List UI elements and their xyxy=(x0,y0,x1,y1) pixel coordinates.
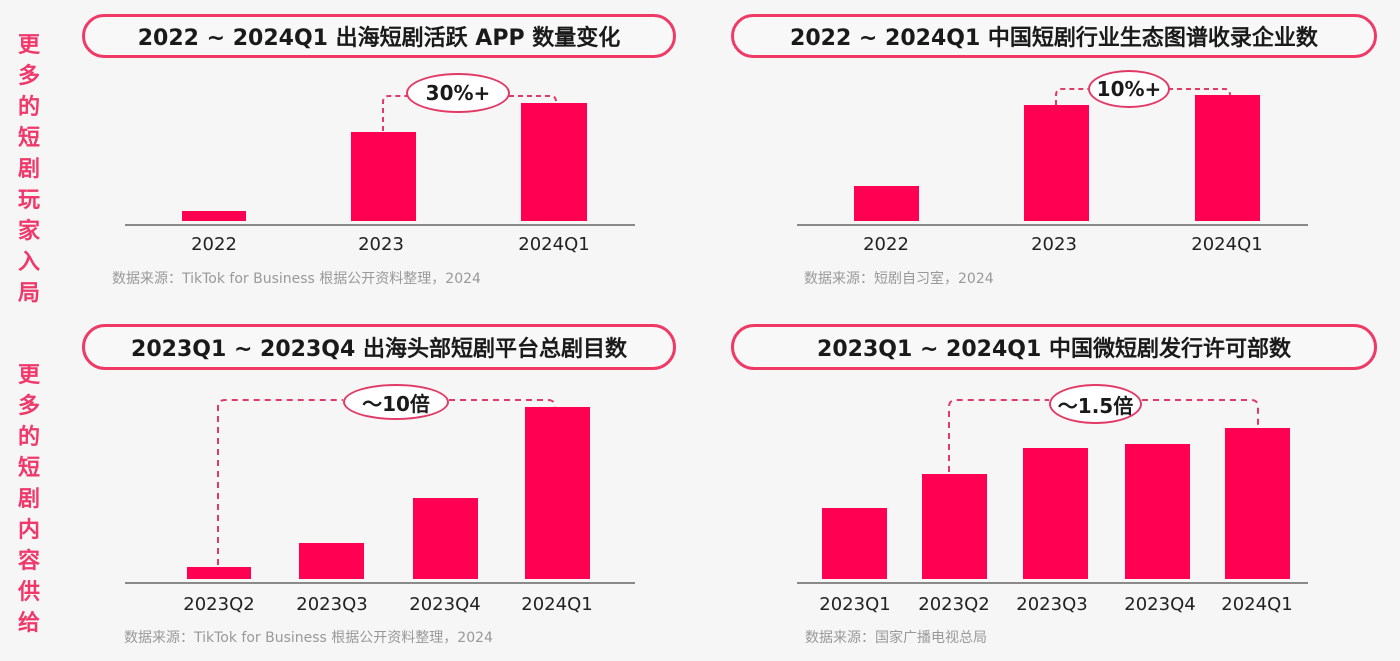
x-label: 2023 xyxy=(358,234,404,255)
data-source: 数据来源：TikTok for Business 根据公开资料整理，2024 xyxy=(124,630,493,646)
bar-2024q1 xyxy=(1225,428,1290,579)
x-axis xyxy=(125,224,635,226)
side-label-char: 更 xyxy=(17,33,40,58)
x-label: 2023Q3 xyxy=(1016,594,1088,615)
x-label: 2023Q3 xyxy=(296,594,368,615)
x-label: 2022 xyxy=(863,234,909,255)
bar-2023q1 xyxy=(822,508,887,579)
x-axis xyxy=(797,582,1308,584)
x-label: 2024Q1 xyxy=(1221,594,1293,615)
growth-badge: 10%+ xyxy=(1088,70,1170,108)
side-label-char: 容 xyxy=(17,549,40,574)
bar-2022 xyxy=(182,211,246,221)
side-label-char: 多 xyxy=(17,64,40,89)
x-label: 2023Q4 xyxy=(1124,594,1196,615)
data-source: 数据来源：国家广播电视总局 xyxy=(805,630,987,646)
side-label-char: 玩 xyxy=(17,188,40,213)
growth-connector xyxy=(217,399,556,565)
x-label: 2023Q2 xyxy=(183,594,255,615)
bar-2023q4 xyxy=(413,498,478,579)
chart-panel-platform-titles: 2023Q1 ~ 2023Q4 出海头部短剧平台总剧目数 ～10倍 2023Q2… xyxy=(82,324,676,646)
data-source: 数据来源：TikTok for Business 根据公开资料整理，2024 xyxy=(112,271,481,287)
x-label: 2023Q4 xyxy=(409,594,481,615)
side-label-char: 多 xyxy=(17,394,40,419)
side-label-players: 更多的短剧玩家入局 xyxy=(14,32,44,311)
side-label-char: 供 xyxy=(17,580,40,605)
chart-panel-active-apps: 2022 ~ 2024Q1 出海短剧活跃 APP 数量变化 30%+ 2022 … xyxy=(0,0,700,320)
side-label-char: 剧 xyxy=(17,487,40,512)
growth-badge: ～10倍 xyxy=(343,384,449,420)
chart-title: 2022 ~ 2024Q1 中国短剧行业生态图谱收录企业数 xyxy=(731,14,1377,58)
side-label-char: 内 xyxy=(17,518,40,543)
side-label-char: 的 xyxy=(17,425,40,450)
data-source: 数据来源：短剧自习室，2024 xyxy=(804,271,994,287)
side-label-char: 入 xyxy=(17,250,40,275)
side-label-char: 短 xyxy=(17,456,40,481)
side-label-char: 给 xyxy=(17,611,40,636)
growth-badge: ～1.5倍 xyxy=(1049,384,1142,424)
bar-2023 xyxy=(1024,105,1089,221)
x-label: 2022 xyxy=(191,234,237,255)
bar-2022 xyxy=(854,186,919,221)
side-label-char: 局 xyxy=(17,281,40,306)
side-label-content: 更多的短剧内容供给 xyxy=(14,362,44,641)
x-label: 2024Q1 xyxy=(1191,234,1263,255)
side-label-char: 短 xyxy=(17,126,40,151)
side-label-char: 更 xyxy=(17,363,40,388)
bar-2023q3 xyxy=(1023,448,1088,579)
side-label-char: 剧 xyxy=(17,157,40,182)
chart-title: 2022 ~ 2024Q1 出海短剧活跃 APP 数量变化 xyxy=(82,14,676,58)
side-label-char: 的 xyxy=(17,95,40,120)
x-label: 2023Q2 xyxy=(918,594,990,615)
bar-2024q1 xyxy=(525,407,590,579)
chart-panel-ecosystem-companies: 2022 ~ 2024Q1 中国短剧行业生态图谱收录企业数 10%+ 2022 … xyxy=(0,0,1400,320)
x-label: 2024Q1 xyxy=(518,234,590,255)
x-label: 2024Q1 xyxy=(521,594,593,615)
x-axis xyxy=(797,224,1308,226)
bar-2023q2 xyxy=(922,474,987,579)
chart-title: 2023Q1 ~ 2023Q4 出海头部短剧平台总剧目数 xyxy=(82,324,676,370)
bar-2023q3 xyxy=(299,543,364,579)
bar-2023q2 xyxy=(187,567,251,579)
growth-connector xyxy=(1055,88,1231,105)
growth-badge: 30%+ xyxy=(406,73,510,113)
growth-connector xyxy=(382,95,557,131)
x-axis xyxy=(125,582,635,584)
x-label: 2023Q1 xyxy=(819,594,891,615)
bar-2023 xyxy=(351,132,416,221)
chart-title: 2023Q1 ~ 2024Q1 中国微短剧发行许可部数 xyxy=(731,324,1377,370)
bar-2024q1 xyxy=(521,103,587,221)
side-label-char: 家 xyxy=(17,219,40,244)
bar-2023q4 xyxy=(1125,444,1190,579)
bar-2024q1 xyxy=(1195,95,1260,221)
x-label: 2023 xyxy=(1031,234,1077,255)
